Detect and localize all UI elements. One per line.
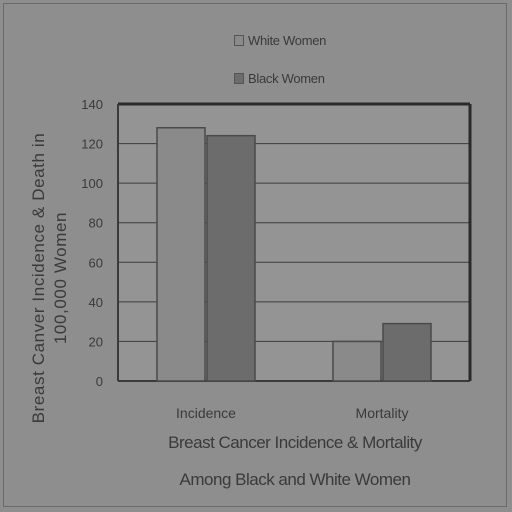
chart-frame (3, 3, 507, 507)
y-tick-label: 120 (81, 137, 103, 152)
y-tick-label: 60 (89, 255, 103, 270)
y-tick-label: 40 (89, 295, 103, 310)
y-tick-label: 100 (81, 176, 103, 191)
x-tick-label: Mortality (356, 405, 409, 421)
bar (382, 322, 432, 382)
legend-item-white-women: White Women (234, 33, 326, 48)
bar (332, 340, 382, 382)
y-tick-label: 0 (96, 374, 103, 389)
bar (156, 126, 206, 382)
legend-item-black-women: Black Women (234, 71, 325, 86)
x-tick-label: Incidence (176, 405, 236, 421)
y-tick-label: 80 (89, 216, 103, 231)
x-axis-title-line-1: Breast Cancer Incidence & Mortality (168, 433, 422, 452)
x-axis-title-line-2: Among Black and White Women (179, 470, 411, 489)
y-tick-label: 20 (89, 334, 103, 349)
legend-swatch-white-women (234, 35, 244, 46)
bar (206, 134, 256, 382)
legend-label-white-women: White Women (248, 33, 327, 48)
y-tick-label: 140 (81, 97, 103, 112)
legend-swatch-black-women (234, 73, 244, 84)
legend-label-black-women: Black Women (248, 71, 325, 86)
